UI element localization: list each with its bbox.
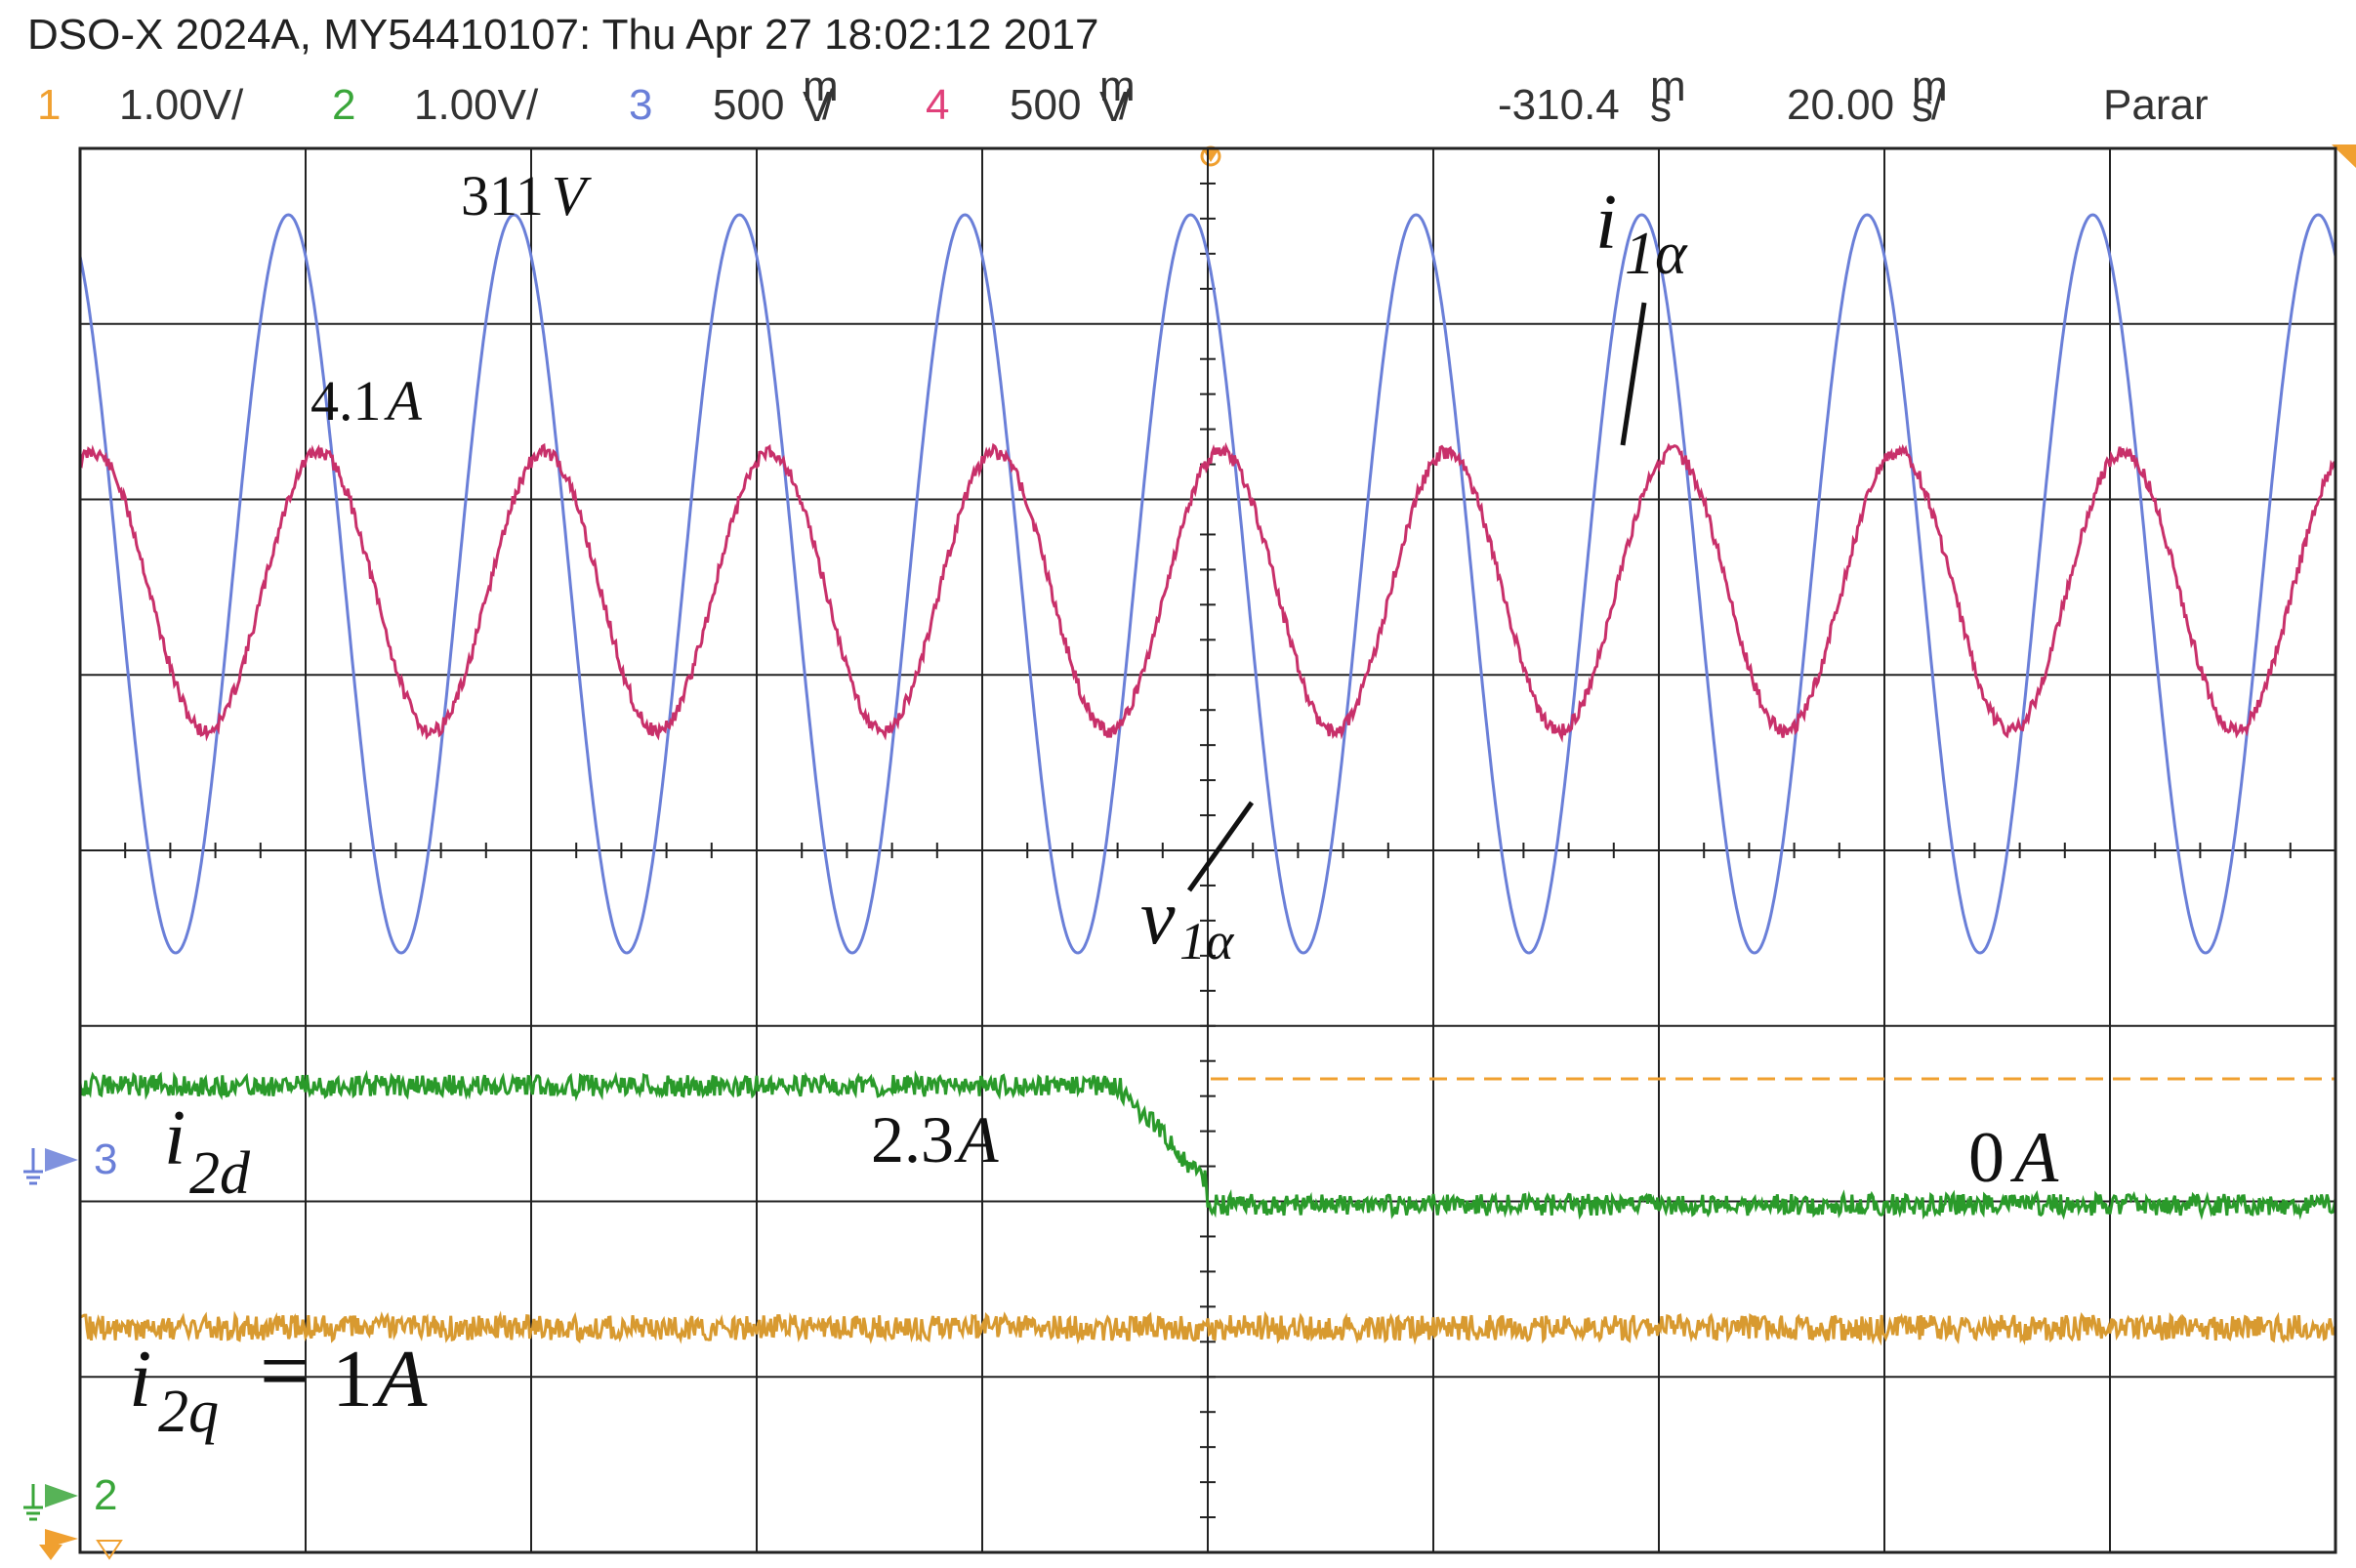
trigger-level-marker-right (2332, 144, 2356, 168)
i2d-high-number: 2.3 (871, 1102, 954, 1176)
i2d-high-unit: A (954, 1102, 999, 1176)
i2q-eq: = (260, 1323, 310, 1420)
annotation-i2q: i 2q = 1A (129, 1323, 428, 1445)
v1a-leader-line (1186, 801, 1255, 892)
trace-v1α (78, 213, 2337, 955)
i1a-sub: 1α (1625, 221, 1688, 287)
i1a-leader-line (1620, 302, 1647, 446)
i2d-low-unit: A (2009, 1118, 2059, 1198)
run-state[interactable]: Parar (2103, 81, 2209, 129)
trace-i2d (78, 1069, 2337, 1220)
annotation-i-peak: 4.1 A (310, 369, 423, 433)
svg-text:1A: 1A (332, 1334, 428, 1424)
delay-unit-top: m (1650, 62, 1686, 110)
ch3-number: 3 (629, 81, 652, 129)
ch3-marker-label: 3 (94, 1135, 117, 1183)
scope-title: DSO-X 2024A, MY54410107: Thu Apr 27 18:0… (27, 11, 1099, 59)
svg-text:0A: 0A (1968, 1118, 2059, 1198)
waveform-traces (78, 213, 2337, 1346)
v-peak-number: 311 (461, 164, 544, 227)
i-peak-unit: A (384, 369, 423, 433)
i2d-sub: 2d (189, 1140, 251, 1207)
svg-text:4.1A: 4.1 A (310, 369, 423, 433)
ch3-unit-top: m (803, 62, 839, 110)
plot-frame (78, 146, 2337, 1554)
annotation-i1a: i 1α (1595, 180, 1688, 446)
i1a-main: i (1595, 180, 1617, 266)
ch1-scale: 1.00V/ (119, 81, 244, 129)
ch3-scale: 500 (713, 81, 784, 129)
v1a-main: v (1140, 875, 1176, 961)
trigger-position-marker (1200, 145, 1221, 167)
annotation-v-peak: 311 V (461, 164, 593, 227)
delay-value: -310.4 (1498, 81, 1620, 129)
i-peak-number: 4.1 (310, 369, 382, 433)
i2q-unit: A (372, 1334, 428, 1424)
ch1-bottom-marker (96, 1540, 123, 1560)
center-axis-ticks (79, 147, 2336, 1553)
ch4-suffix: / (1119, 81, 1132, 129)
ch1-number: 1 (37, 81, 61, 129)
ch3-ground-marker[interactable]: 3 (23, 1135, 117, 1185)
channel-scale-row: 1 1.00V/ 2 1.00V/ 3 500 m V / 4 500 m V … (37, 62, 2209, 131)
ch4-unit-top: m (1099, 62, 1136, 110)
i2q-main: i (129, 1334, 151, 1424)
ch2-scale: 1.00V/ (414, 81, 539, 129)
ch4-scale: 500 (1010, 81, 1081, 129)
ch2-ground-marker[interactable]: 2 (23, 1471, 117, 1521)
timebase-suffix: / (1931, 81, 1944, 129)
ch1-ground-marker[interactable] (39, 1529, 78, 1560)
ch3-unit-bottom: V (803, 83, 832, 131)
v1a-sub: 1α (1179, 912, 1235, 970)
svg-text:2.3A: 2.3A (871, 1102, 999, 1176)
ch3-suffix: / (822, 81, 835, 129)
v-peak-unit: V (552, 164, 593, 227)
i2d-low-number: 0 (1968, 1118, 2005, 1198)
ch4-number: 4 (926, 81, 949, 129)
timebase-value: 20.00 (1787, 81, 1894, 129)
annotation-v1a: v 1α (1140, 801, 1255, 970)
timebase-unit-bottom: s (1912, 83, 1933, 131)
i2d-main: i (164, 1095, 186, 1181)
ch2-marker-label: 2 (94, 1471, 117, 1519)
i2q-number: 1 (332, 1334, 373, 1424)
i2q-sub: 2q (158, 1379, 219, 1445)
timebase-unit-top: m (1912, 62, 1948, 110)
annotation-i2d-high: 2.3A (871, 1102, 999, 1176)
annotation-i2d: i 2d (164, 1095, 251, 1207)
ch2-number: 2 (332, 81, 355, 129)
trace-i2q (79, 1310, 2337, 1346)
ch4-unit-bottom: V (1099, 83, 1129, 131)
trace-i1α (78, 441, 2336, 743)
delay-unit-bottom: s (1650, 83, 1672, 131)
